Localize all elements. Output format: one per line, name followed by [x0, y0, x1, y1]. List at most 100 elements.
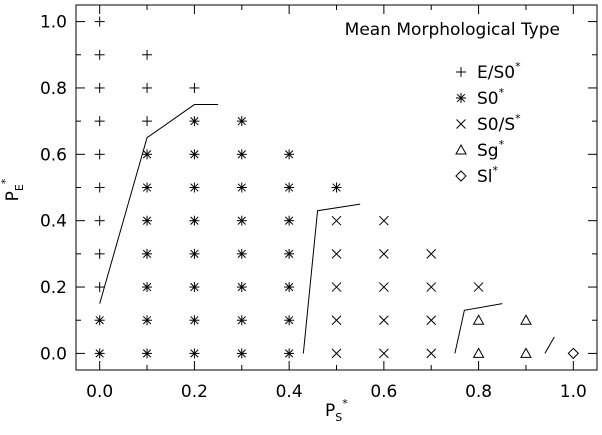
- cross-marker: [426, 249, 437, 259]
- asterisk-marker: [142, 215, 153, 226]
- asterisk-marker: [189, 282, 200, 293]
- asterisk-marker: [236, 182, 247, 193]
- asterisk-marker: [189, 248, 200, 259]
- plus-marker: [94, 248, 105, 259]
- asterisk-marker: [236, 149, 247, 160]
- asterisk-marker: [284, 348, 295, 359]
- asterisk-marker: [94, 315, 105, 326]
- triangle-marker: [472, 347, 485, 358]
- y-tick-label: 0.6: [40, 145, 67, 165]
- plus-marker: [189, 82, 200, 93]
- asterisk-marker: [142, 182, 153, 193]
- legend-label: S0/S*: [477, 112, 521, 135]
- plus-marker: [142, 82, 153, 93]
- asterisk-marker: [142, 149, 153, 160]
- x-tick-label: 1.0: [560, 382, 587, 402]
- plus-marker: [94, 82, 105, 93]
- cross-marker: [379, 282, 389, 292]
- legend-plus-symbol: [456, 67, 466, 77]
- legend: E/S0* S0* S0/S* Sg* Sl*: [455, 60, 521, 187]
- cross-marker: [426, 348, 437, 359]
- boundary-line-2: [302, 203, 361, 354]
- asterisk-marker: [142, 315, 153, 326]
- asterisk-marker: [331, 182, 342, 193]
- plus-marker: [94, 149, 105, 160]
- cross-marker: [379, 215, 389, 226]
- asterisk-marker: [284, 182, 295, 193]
- boundary-line-1: [99, 104, 219, 304]
- y-tick-label: 0.2: [40, 278, 67, 298]
- plus-marker: [94, 116, 105, 127]
- x-tick-label: 0.4: [276, 382, 303, 402]
- asterisk-marker: [236, 348, 247, 359]
- tick-marks: [76, 5, 597, 370]
- cross-marker: [331, 215, 342, 226]
- plus-marker: [94, 16, 105, 27]
- asterisk-marker: [94, 348, 105, 359]
- asterisk-marker: [189, 116, 200, 127]
- diamond-marker: [567, 347, 580, 360]
- triangle-marker: [520, 347, 532, 358]
- asterisk-marker: [236, 282, 247, 293]
- asterisk-marker: [189, 348, 200, 359]
- asterisk-marker: [284, 248, 295, 259]
- plus-marker: [142, 116, 153, 127]
- asterisk-marker: [236, 315, 247, 326]
- asterisk-marker: [284, 215, 295, 226]
- asterisk-marker: [189, 315, 200, 326]
- boundary-lines: [99, 104, 555, 354]
- cross-marker: [331, 315, 342, 326]
- legend-asterisk-symbol: [456, 93, 466, 103]
- data-points: [94, 16, 580, 360]
- asterisk-marker: [236, 116, 247, 127]
- y-tick-label: 0.8: [40, 79, 67, 99]
- cross-marker: [379, 249, 389, 259]
- cross-marker: [379, 315, 389, 326]
- asterisk-marker: [284, 315, 295, 326]
- plus-marker: [94, 49, 105, 60]
- plus-marker: [94, 215, 105, 226]
- y-tick-label: 1.0: [40, 13, 67, 33]
- x-tick-label: 0.6: [370, 382, 397, 402]
- x-tick-label: 0.8: [465, 382, 492, 402]
- y-tick-label: 0.4: [40, 212, 67, 232]
- asterisk-marker: [189, 182, 200, 193]
- plus-marker: [94, 282, 105, 293]
- y-axis-label: PE*: [0, 178, 26, 201]
- asterisk-marker: [236, 215, 247, 226]
- asterisk-marker: [189, 149, 200, 160]
- triangle-marker: [472, 314, 485, 325]
- legend-triangle-symbol: [455, 143, 467, 155]
- boundary-line-3: [454, 303, 503, 354]
- cross-marker: [426, 315, 437, 326]
- asterisk-marker: [189, 215, 200, 226]
- legend-label: S0*: [477, 86, 505, 109]
- asterisk-marker: [142, 348, 153, 359]
- y-tick-labels: 0.0 0.2 0.4 0.6 0.8 1.0: [40, 13, 67, 365]
- triangle-marker: [520, 314, 532, 325]
- chart-title: Mean Morphological Type: [345, 20, 560, 40]
- cross-marker: [331, 348, 342, 359]
- legend-label: Sl*: [477, 164, 499, 187]
- asterisk-marker: [284, 282, 295, 293]
- boundary-line-4: [544, 336, 555, 354]
- cross-marker: [473, 282, 484, 292]
- legend-cross-symbol: [456, 119, 466, 129]
- legend-diamond-symbol: [455, 170, 467, 182]
- x-axis-label: PS*: [325, 397, 348, 424]
- cross-marker: [379, 348, 389, 359]
- plus-marker: [94, 182, 105, 193]
- plus-marker: [142, 49, 153, 60]
- legend-label: Sg*: [477, 138, 505, 161]
- asterisk-marker: [142, 248, 153, 259]
- x-tick-label: 0.0: [86, 382, 113, 402]
- x-tick-labels: 0.0 0.2 0.4 0.6 0.8 1.0: [86, 382, 587, 402]
- cross-marker: [331, 249, 342, 259]
- y-tick-label: 0.0: [40, 344, 67, 364]
- x-tick-label: 0.2: [181, 382, 208, 402]
- legend-label: E/S0*: [477, 60, 521, 83]
- asterisk-marker: [236, 248, 247, 259]
- cross-marker: [426, 282, 437, 292]
- asterisk-marker: [284, 149, 295, 160]
